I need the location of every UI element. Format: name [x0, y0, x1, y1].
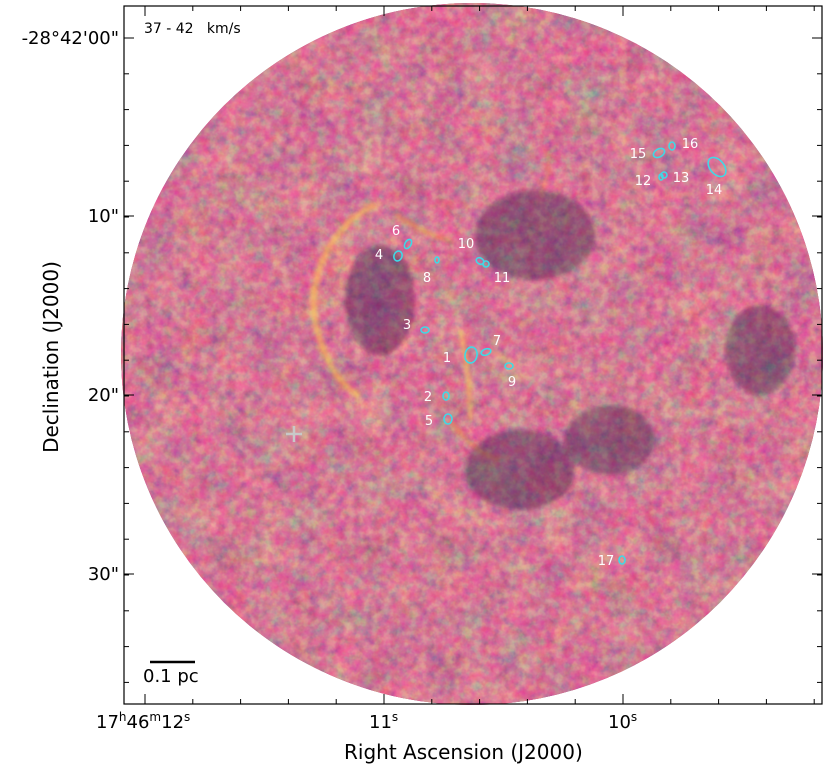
source-contour-3 — [420, 326, 430, 334]
source-label-10: 10 — [458, 237, 475, 252]
source-contour-14 — [707, 156, 727, 178]
source-contour-13 — [660, 171, 668, 179]
x-tick-hours: 17 — [96, 712, 119, 733]
source-label-9: 9 — [508, 375, 516, 390]
source-label-11: 11 — [494, 271, 511, 286]
bright-arc — [310, 149, 551, 462]
x-tick-seconds: 10 — [608, 712, 631, 733]
source-label-12: 12 — [635, 174, 652, 189]
y-tick-label: 10" — [87, 206, 119, 227]
source-label-13: 13 — [673, 171, 690, 186]
x-tick-unit-s: s — [630, 710, 638, 724]
source-contour-6 — [403, 238, 413, 250]
x-tick-seconds: 11 — [369, 712, 392, 733]
emission-map — [121, 3, 823, 705]
axis-ticks — [124, 6, 822, 704]
source-contour-9 — [504, 362, 514, 370]
y-tick-label: -28°42'00" — [21, 28, 119, 49]
source-label-4: 4 — [375, 248, 383, 263]
source-contour-15 — [652, 147, 666, 159]
source-contour-11 — [482, 260, 490, 268]
source-contour-5 — [443, 413, 453, 425]
x-tick-label: 10s — [608, 708, 637, 732]
source-label-2: 2 — [424, 390, 432, 405]
x-axis-title: Right Ascension (J2000) — [344, 740, 583, 764]
source-contour-2 — [442, 391, 450, 401]
source-label-8: 8 — [423, 271, 431, 286]
source-label-7: 7 — [493, 334, 501, 349]
source-contour-4 — [393, 250, 403, 262]
source-label-17: 17 — [598, 554, 615, 569]
x-tick-unit-m: m — [149, 710, 162, 724]
axes-frame — [123, 5, 823, 705]
x-tick-unit-s: s — [391, 710, 399, 724]
source-contour-16 — [668, 141, 676, 151]
source-label-1: 1 — [443, 351, 451, 366]
scale-bar-label: 0.1 pc — [143, 666, 199, 687]
x-tick-unit-h: h — [118, 710, 127, 724]
source-contour-17 — [618, 555, 626, 565]
position-marker-icon — [286, 426, 302, 442]
velocity-label: 37 - 42 km/s — [144, 21, 241, 37]
dark-regions — [345, 190, 795, 510]
x-tick-minutes: 46 — [126, 712, 150, 733]
x-tick-seconds: 12 — [161, 712, 185, 733]
x-tick-label: 17h46m12s — [96, 708, 190, 732]
source-label-3: 3 — [403, 318, 411, 333]
y-axis-title: Declination (J2000) — [39, 261, 63, 453]
x-tick-label: 11s — [369, 708, 398, 732]
source-label-16: 16 — [682, 137, 699, 152]
y-tick-label: 20" — [87, 385, 119, 406]
source-label-14: 14 — [706, 183, 723, 198]
source-contour-8 — [434, 256, 440, 264]
source-label-15: 15 — [630, 147, 647, 162]
source-contour-1 — [464, 346, 478, 364]
source-label-6: 6 — [392, 224, 400, 239]
source-contour-7 — [480, 347, 492, 357]
y-tick-label: 30" — [87, 564, 119, 585]
x-tick-unit-s: s — [184, 710, 191, 724]
source-label-5: 5 — [425, 414, 433, 429]
